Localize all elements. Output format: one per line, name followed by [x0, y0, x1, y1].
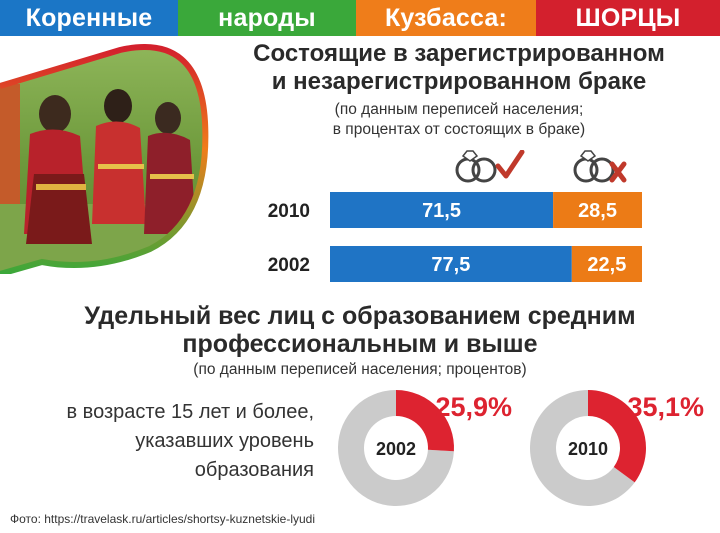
marriage-title-line-1: Состоящие в зарегистрированном [253, 40, 665, 67]
donut-year-2002: 2002 [376, 439, 416, 459]
donut-value-2002: 25,9% [435, 392, 512, 422]
header-segment-1: Коренные [0, 0, 178, 36]
education-chart-subtitle: (по данным переписей населения; проценто… [193, 361, 527, 378]
bar-2010-unregistered [553, 192, 642, 228]
donut-year-2010: 2010 [568, 439, 608, 459]
education-donut-charts: 2002 25,9% 2010 35,1% [338, 390, 704, 506]
marriage-chart-title: Состоящие в зарегистрированном и незарег… [200, 40, 718, 96]
header-segment-4: ШОРЦЫ [536, 0, 720, 36]
age-note-line-1: в возрасте 15 лет и более, [66, 401, 315, 423]
rings-check-icon [455, 150, 525, 183]
bar-2002-unregistered [571, 246, 642, 282]
education-title-line-1: Удельный вес лиц с образованием средним [84, 302, 636, 330]
education-chart-title: Удельный вес лиц с образованием средним … [0, 302, 720, 358]
year-label-2002: 2002 [268, 255, 310, 276]
rings-cross-icon [573, 150, 627, 183]
bar-2002-registered [330, 246, 572, 282]
photo-credit: Фото: https://travelask.ru/articles/shor… [10, 512, 315, 526]
donut-slice-2002 [396, 390, 454, 452]
header-segment-2: народы [178, 0, 356, 36]
bar-label-2002-unregistered: 22,5 [587, 254, 626, 276]
marriage-title-line-2: и незарегистрированном браке [271, 68, 647, 95]
bar-label-2010-unregistered: 28,5 [578, 200, 617, 222]
donut-rest-2010 [530, 390, 635, 506]
bar-2010-registered [330, 192, 554, 228]
photo-bubble [0, 44, 209, 274]
header-bar: Коренные народы Кузбасса: ШОРЦЫ [0, 0, 720, 36]
header-segment-3: Кузбасса: [356, 0, 536, 36]
bar-label-2010-registered: 71,5 [422, 200, 461, 222]
bar-label-2002-registered: 77,5 [431, 254, 470, 276]
year-label-2010: 2010 [268, 201, 310, 222]
donut-rest-2002 [338, 390, 454, 506]
marriage-subtitle-line-2: в процентах от состоящих в браке) [332, 121, 586, 138]
donut-value-2010: 35,1% [627, 392, 704, 422]
donut-slice-2010 [588, 390, 646, 483]
education-title-line-2: профессиональным и выше [182, 330, 538, 358]
education-age-note: в возрасте 15 лет и более, указавших уро… [8, 398, 315, 485]
marriage-subtitle-line-1: (по данным переписей населения; [334, 101, 584, 118]
marriage-chart-subtitle: (по данным переписей населения; в процен… [200, 100, 718, 140]
dancers-photo [0, 44, 210, 274]
age-note-line-3: образования [194, 459, 314, 481]
marriage-bar-chart: 2010 71,5 28,5 2002 77,5 22,5 [268, 150, 642, 282]
age-note-line-2: указавших уровень [135, 430, 314, 452]
